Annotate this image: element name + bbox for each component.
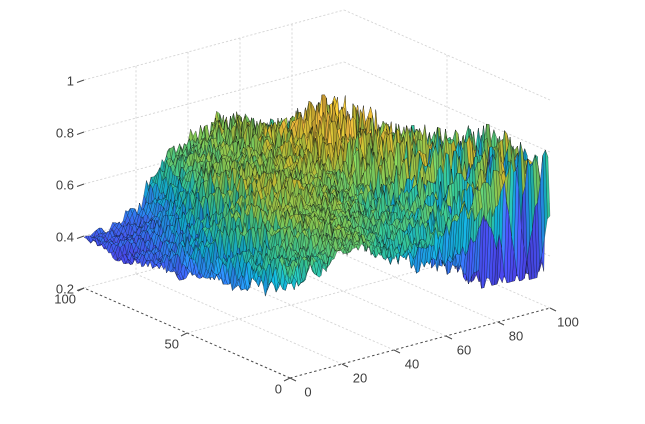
surface-plot-canvas xyxy=(0,0,645,424)
figure-3d-surface-plot: 0 20 40 60 80 100 0 50 100 0.2 0.4 0.6 0.8 1 xyxy=(0,0,645,424)
